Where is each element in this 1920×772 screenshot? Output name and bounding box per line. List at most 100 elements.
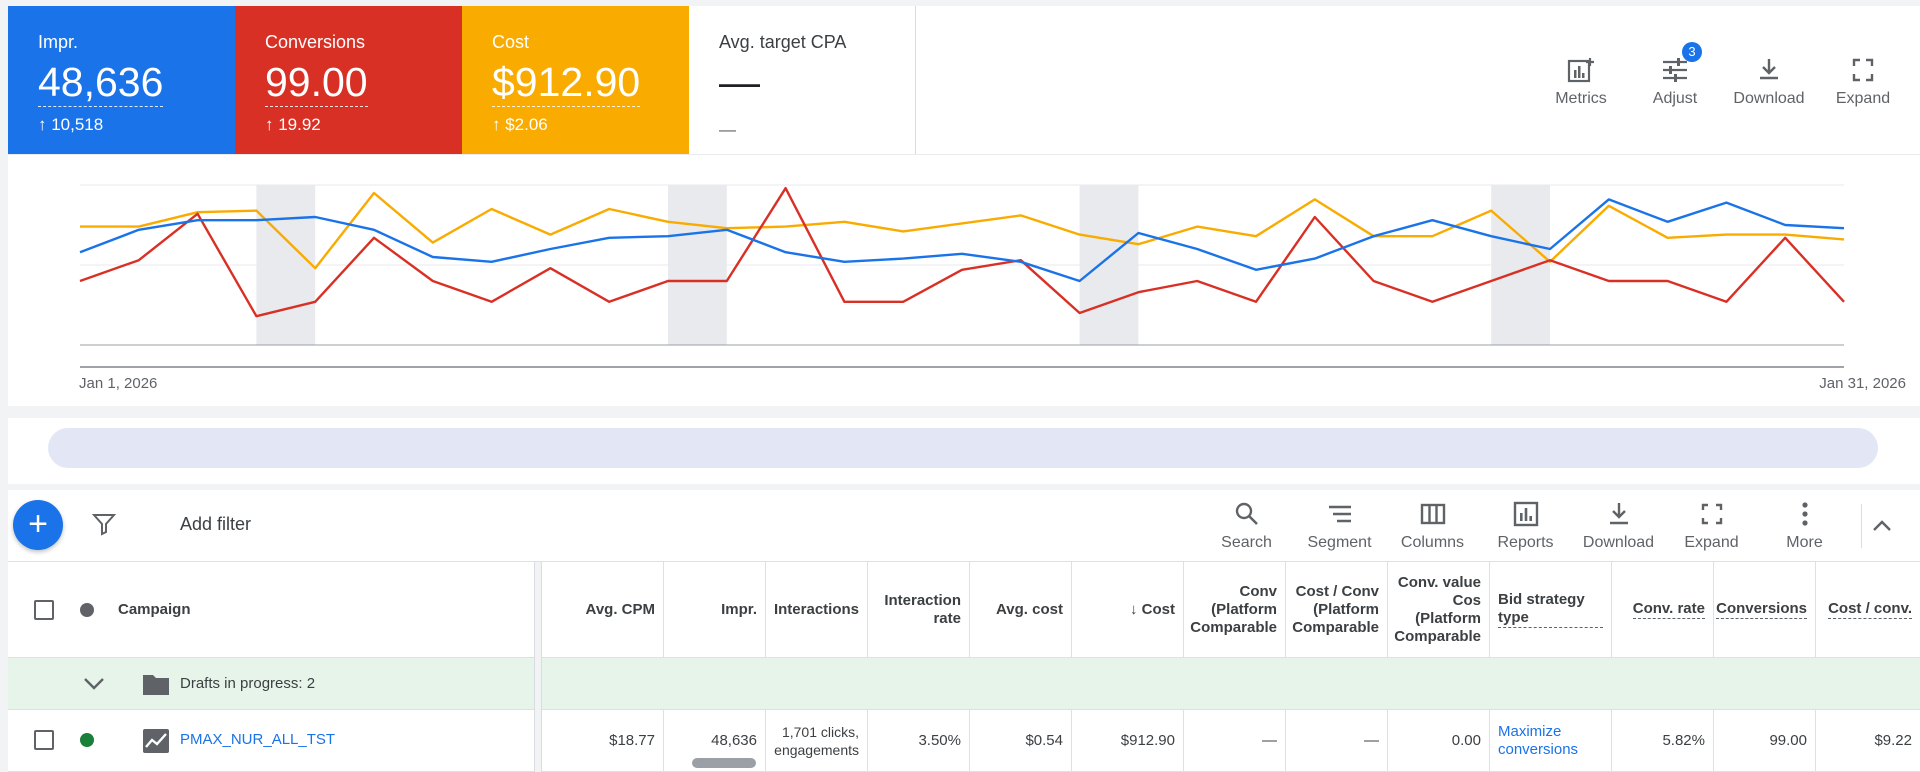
toolbar-divider xyxy=(1861,504,1862,548)
scorecard-delta: — xyxy=(719,120,736,139)
more-label: More xyxy=(1786,534,1823,551)
cell-avg-cpm: $18.77 xyxy=(542,710,664,771)
expand-chart-button[interactable]: Expand xyxy=(1816,56,1910,108)
columns-label: Columns xyxy=(1400,534,1465,551)
scorecard-bar: Impr. 48,636 ↑ 10,518 Conversions 99.00 … xyxy=(8,6,1920,154)
scorecard-avg-target-cpa[interactable]: Avg. target CPA — — xyxy=(689,6,916,154)
header-avg-cpm[interactable]: Avg. CPM xyxy=(542,562,664,657)
expand-icon xyxy=(1701,503,1722,525)
download-chart-button[interactable]: Download xyxy=(1722,56,1816,108)
status-enabled-dot xyxy=(80,733,94,747)
header-avg-cost[interactable]: Avg. cost xyxy=(970,562,1072,657)
expand-icon xyxy=(1852,58,1874,82)
select-all-checkbox[interactable] xyxy=(34,600,54,620)
search-label: Search xyxy=(1221,534,1272,551)
cell-cost: $912.90 xyxy=(1072,710,1184,771)
status-header-dot xyxy=(80,603,94,617)
toolbar-tools: Search Segment Columns Reports Download … xyxy=(1200,500,1892,552)
header-impr-label: Impr. xyxy=(721,600,757,618)
header-cost-conv-platform[interactable]: Cost / Conv (Platform Comparable xyxy=(1286,562,1388,657)
chevron-up-icon[interactable] xyxy=(1870,514,1894,538)
header-interactions-label: Interactions xyxy=(773,600,859,618)
header-interaction-rate[interactable]: Interaction rate xyxy=(868,562,970,657)
header-impr[interactable]: Impr. xyxy=(664,562,766,657)
expand-label: Expand xyxy=(1684,534,1739,551)
cell-impr: 48,636 xyxy=(664,710,766,771)
cell-conversions-value: 99.00 xyxy=(1769,731,1807,749)
header-cost-conv[interactable]: Cost / conv. xyxy=(1816,562,1920,657)
scorecard-label: Impr. xyxy=(38,32,79,52)
segment-button[interactable]: Segment xyxy=(1293,500,1386,552)
campaign-name-link[interactable]: PMAX_NUR_ALL_TST xyxy=(180,731,336,748)
columns-icon xyxy=(1420,503,1445,525)
scorecard-delta: ↑ 10,518 xyxy=(38,115,104,134)
header-campaign[interactable]: Campaign xyxy=(118,562,534,657)
scorecard-value: — xyxy=(719,59,760,105)
cell-conv-platform-value: — xyxy=(1262,731,1277,749)
more-button[interactable]: More xyxy=(1758,500,1851,552)
metrics-icon xyxy=(1567,58,1594,83)
cell-interaction-rate-value: 3.50% xyxy=(918,731,961,749)
bid-strategy-link[interactable]: Maximize conversions xyxy=(1498,722,1579,758)
expand-table-button[interactable]: Expand xyxy=(1665,500,1758,552)
search-button[interactable]: Search xyxy=(1200,500,1293,552)
table-toolbar: + Add filter Search Segment Columns Repo… xyxy=(8,490,1920,562)
date-range-band xyxy=(8,418,1920,484)
header-conv-platform-label: Conv (Platform Comparable xyxy=(1190,582,1277,636)
header-interactions[interactable]: Interactions xyxy=(766,562,868,657)
segment-label: Segment xyxy=(1307,534,1372,551)
scorecard-impressions[interactable]: Impr. 48,636 ↑ 10,518 xyxy=(8,6,235,154)
cell-avg-cost: $0.54 xyxy=(970,710,1072,771)
expand-label: Expand xyxy=(1835,90,1891,107)
cell-conv-platform: — xyxy=(1184,710,1286,771)
download-label: Download xyxy=(1582,534,1655,551)
metrics-button[interactable]: Metrics xyxy=(1534,56,1628,108)
header-cost-conv-platform-label: Cost / Conv (Platform Comparable xyxy=(1292,582,1379,636)
scorecard-value: $912.90 xyxy=(492,59,641,107)
row-checkbox[interactable] xyxy=(34,730,54,750)
series-line-conversions xyxy=(79,187,1845,318)
header-conversions[interactable]: Conversions xyxy=(1714,562,1816,657)
reports-button[interactable]: Reports xyxy=(1479,500,1572,552)
cell-conv-rate-value: 5.82% xyxy=(1662,731,1705,749)
cell-avg-cpm-value: $18.77 xyxy=(609,731,655,749)
scorecard-cost[interactable]: Cost $912.90 ↑ $2.06 xyxy=(462,6,689,154)
header-conversions-label: Conversions xyxy=(1716,600,1807,619)
series-line-cost xyxy=(80,191,1845,270)
add-filter-button[interactable]: Add filter xyxy=(180,514,252,534)
horizontal-scrollbar[interactable] xyxy=(692,758,756,768)
header-conv-rate-label: Conv. rate xyxy=(1632,600,1705,619)
header-cost-label: ↓ Cost xyxy=(1130,600,1175,618)
header-conv-platform[interactable]: Conv (Platform Comparable xyxy=(1184,562,1286,657)
chart-end-date: Jan 31, 2026 xyxy=(1819,375,1906,392)
cell-cost-value: $912.90 xyxy=(1120,731,1175,749)
scorecard-conversions[interactable]: Conversions 99.00 ↑ 19.92 xyxy=(235,6,462,154)
cell-interaction-rate: 3.50% xyxy=(868,710,970,771)
table-row[interactable]: PMAX_NUR_ALL_TST $18.77 48,636 1,701 cli… xyxy=(8,710,1920,772)
search-icon xyxy=(1235,502,1258,525)
series-line-impr- xyxy=(79,198,1845,283)
header-cost[interactable]: ↓ Cost xyxy=(1072,562,1184,657)
scorecard-label: Conversions xyxy=(265,32,366,52)
frozen-column-divider[interactable] xyxy=(534,562,542,772)
download-table-button[interactable]: Download xyxy=(1572,500,1665,552)
chevron-down-icon[interactable] xyxy=(82,674,106,694)
scorecard-value: 48,636 xyxy=(38,59,164,107)
drafts-label: Drafts in progress: 2 xyxy=(180,675,316,692)
metrics-label: Metrics xyxy=(1555,90,1607,107)
scorecard-delta: ↑ $2.06 xyxy=(492,115,548,134)
header-conv-rate[interactable]: Conv. rate xyxy=(1612,562,1714,657)
add-campaign-button[interactable]: + xyxy=(13,500,63,550)
columns-button[interactable]: Columns xyxy=(1386,500,1479,552)
header-conv-value-cost[interactable]: Conv. value Cos (Platform Comparable xyxy=(1388,562,1490,657)
performance-chart: Jan 1, 2026 Jan 31, 2026 xyxy=(8,154,1920,406)
filter-icon[interactable] xyxy=(92,512,116,536)
chart-scroll-band[interactable] xyxy=(48,428,1878,468)
folder-icon xyxy=(143,675,169,695)
adjust-button[interactable]: 3 Adjust xyxy=(1628,42,1722,108)
chart-actions: Metrics 3 Adjust Download Expand xyxy=(1534,42,1910,108)
header-bid-strategy[interactable]: Bid strategy type xyxy=(1490,562,1612,657)
header-campaign-label: Campaign xyxy=(118,600,191,618)
drafts-group-row[interactable]: Drafts in progress: 2 xyxy=(8,658,1920,710)
cell-conv-value-cost-value: 0.00 xyxy=(1451,731,1481,749)
